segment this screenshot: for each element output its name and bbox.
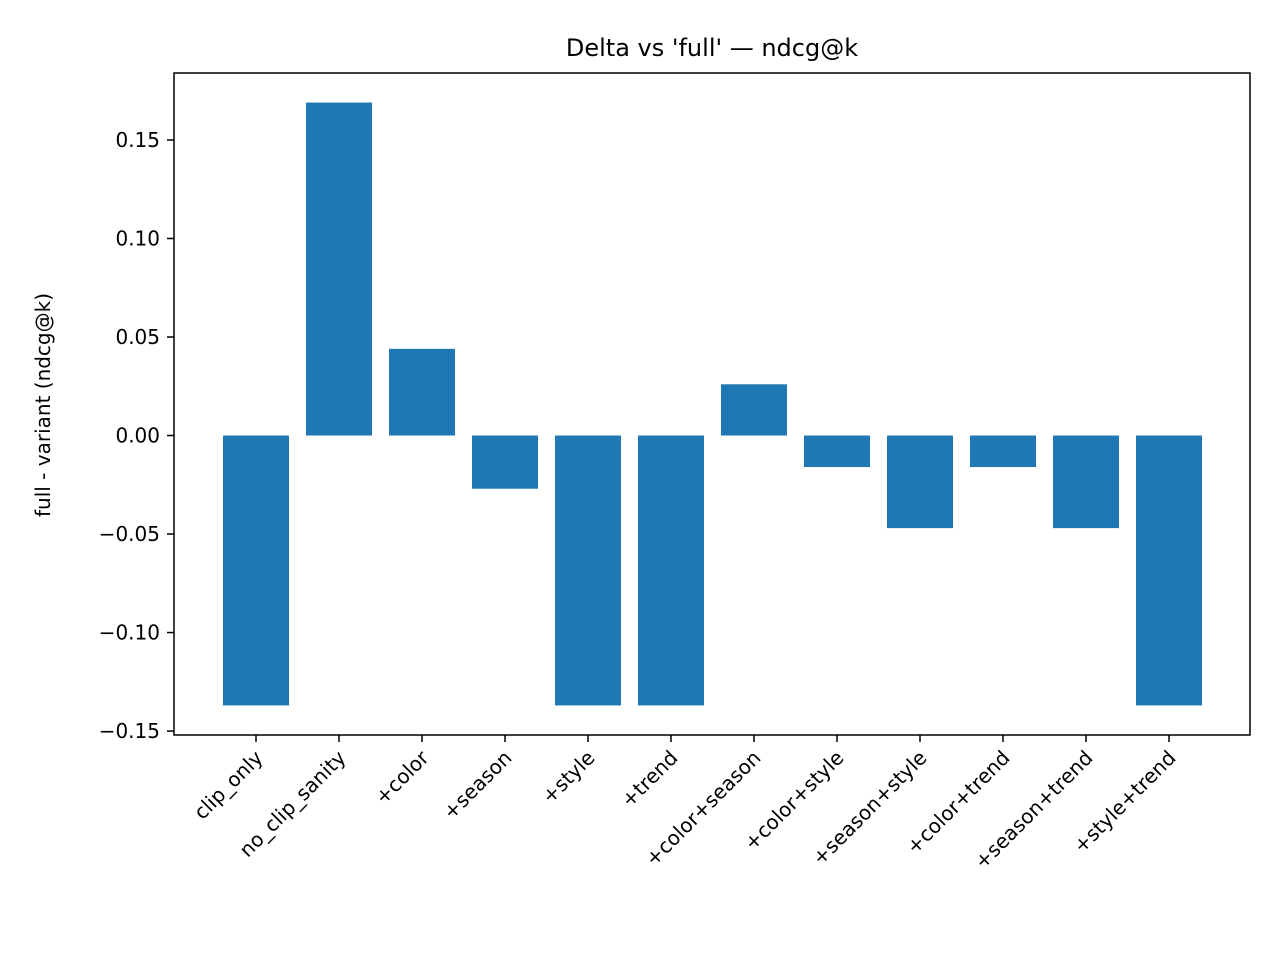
x-tick-label: +season [438, 746, 517, 825]
y-tick-label: −0.10 [99, 621, 160, 645]
bar-2 [389, 348, 455, 436]
bar-7 [804, 435, 870, 468]
bar-1 [306, 102, 372, 436]
chart-title: Delta vs 'full' — ndcg@k [566, 34, 858, 62]
x-tick-label: clip_only [189, 745, 268, 824]
x-tick-label: +trend [616, 746, 683, 813]
bar-4 [555, 435, 621, 706]
bar-10 [1053, 435, 1119, 529]
bar-0 [223, 435, 289, 706]
bars-group [223, 102, 1202, 706]
y-axis-label: full - variant (ndcg@k) [31, 293, 55, 517]
x-tick-label: +style [537, 746, 600, 809]
x-tick-label: +color [370, 745, 434, 809]
y-tick-label: 0.05 [115, 325, 160, 349]
y-tick-label: 0.00 [115, 424, 160, 448]
y-axis-ticks: −0.15 −0.10 −0.05 0.00 0.05 0.10 0.15 [99, 128, 174, 743]
y-tick-label: 0.10 [115, 227, 160, 251]
bar-11 [1136, 435, 1202, 706]
bar-3 [472, 435, 538, 489]
bar-9 [970, 435, 1036, 468]
bar-8 [887, 435, 953, 529]
y-tick-label: −0.15 [99, 719, 160, 743]
y-tick-label: 0.15 [115, 128, 160, 152]
bar-6 [721, 384, 787, 436]
plot-area-frame [173, 72, 1251, 736]
bar-5 [638, 435, 704, 706]
y-tick-label: −0.05 [99, 522, 160, 546]
